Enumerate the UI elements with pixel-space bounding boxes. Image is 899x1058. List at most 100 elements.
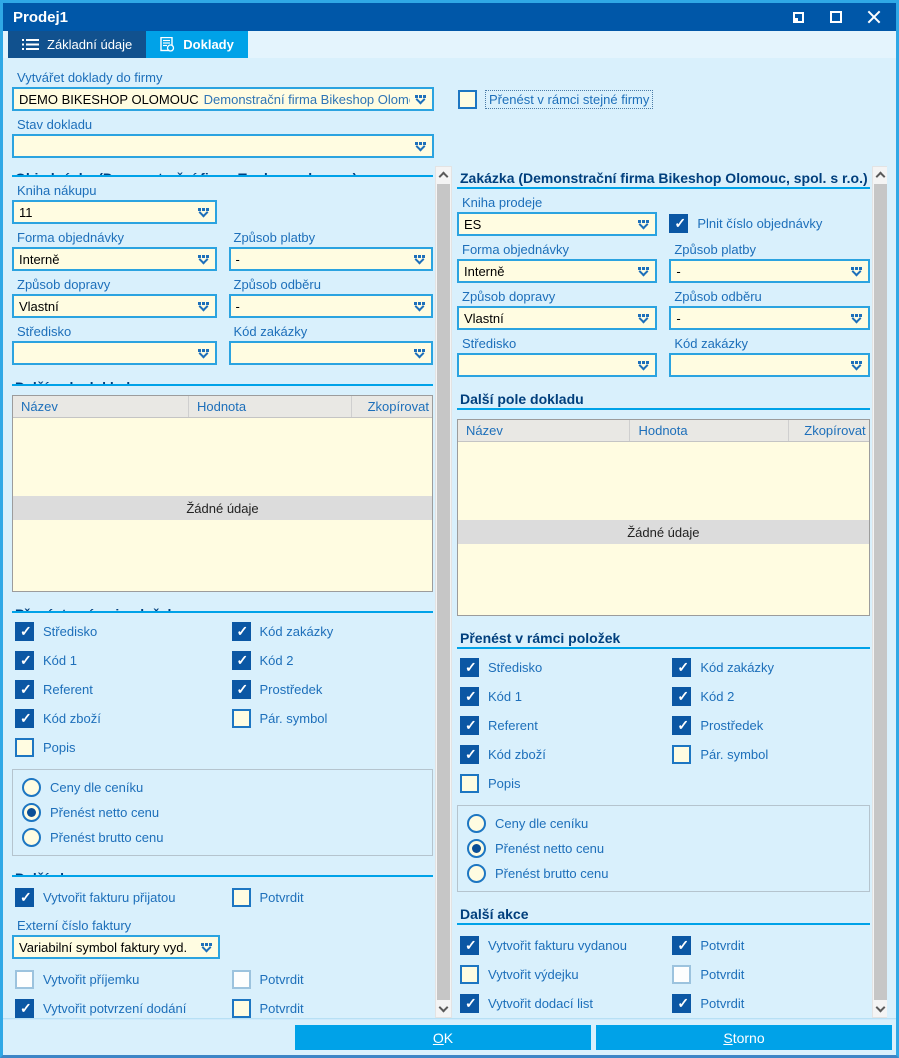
radio-label[interactable]: Přenést brutto cenu [50, 830, 164, 845]
checkbox-vytvorit-fakturu-vydanou[interactable]: Vytvořit fakturu vydanou [460, 936, 627, 955]
order-form-combo[interactable]: Interně [12, 247, 217, 271]
checkbox-label[interactable]: Přenést v rámci stejné firmy [484, 89, 654, 109]
close-button[interactable] [866, 9, 882, 25]
radio-circle[interactable] [467, 839, 486, 858]
radio-circle[interactable] [467, 864, 486, 883]
radio-prenest-netto[interactable]: Přenést netto cenu [13, 800, 432, 825]
checkbox-box[interactable] [231, 888, 251, 907]
radio-circle[interactable] [22, 778, 41, 797]
checkbox-box[interactable] [15, 622, 34, 641]
checkbox-label[interactable]: Vytvořit dodací list [488, 996, 594, 1011]
checkbox-kod-1[interactable]: Kód 1 [15, 651, 77, 670]
checkbox-box[interactable] [460, 745, 479, 764]
tab-zakladni-udaje[interactable]: Základní údaje [8, 31, 147, 58]
table-body[interactable]: Žádné údaje [458, 442, 869, 615]
checkbox-label[interactable]: Potvrdit [700, 938, 745, 953]
radio-label[interactable]: Přenést brutto cenu [495, 866, 609, 881]
checkbox-kod-zbozi[interactable]: Kód zboží [460, 745, 546, 764]
checkbox-par-symbol[interactable]: Pár. symbol [672, 745, 768, 764]
checkbox-label[interactable]: Kód 1 [488, 689, 522, 704]
scroll-down-button[interactable] [872, 1001, 887, 1017]
checkbox-label[interactable]: Kód zboží [43, 711, 101, 726]
checkbox-box[interactable] [672, 994, 692, 1013]
ext-invoice-combo[interactable]: Variabilní symbol faktury vyd. [12, 935, 220, 959]
checkbox-box[interactable] [669, 214, 689, 233]
target-firm-combo[interactable]: DEMO BIKESHOP OLOMOUC Demonstrační firma… [12, 87, 434, 111]
checkbox-label[interactable]: Popis [488, 776, 521, 791]
checkbox-label[interactable]: Vytvořit fakturu vydanou [488, 938, 627, 953]
payment-method-combo[interactable]: - [228, 247, 433, 271]
checkbox-label[interactable]: Kód 2 [259, 653, 294, 668]
checkbox-prostredek[interactable]: Prostředek [231, 680, 322, 699]
checkbox-kod-2[interactable]: Kód 2 [672, 687, 734, 706]
maximize-button[interactable] [828, 9, 844, 25]
checkbox-label[interactable]: Vytvořit výdejku [488, 967, 579, 982]
checkbox-label[interactable]: Kód zakázky [700, 660, 775, 675]
radio-label[interactable]: Ceny dle ceníku [495, 816, 589, 831]
checkbox-box[interactable] [460, 936, 479, 955]
checkbox-box[interactable] [15, 709, 34, 728]
checkbox-box[interactable] [231, 622, 251, 641]
checkbox-box[interactable] [460, 687, 479, 706]
checkbox-popis[interactable]: Popis [460, 774, 521, 793]
checkbox-kod-1[interactable]: Kód 1 [460, 687, 522, 706]
radio-circle[interactable] [22, 803, 41, 822]
scrollbar-thumb[interactable] [873, 184, 887, 1000]
ok-button[interactable]: OK [295, 1025, 591, 1050]
purchase-book-combo[interactable]: 11 [12, 200, 217, 224]
checkbox-popis[interactable]: Popis [15, 738, 76, 757]
checkbox-label[interactable]: Pár. symbol [259, 711, 328, 726]
checkbox-box[interactable] [231, 999, 251, 1018]
checkbox-label[interactable]: Vytvořit fakturu přijatou [43, 890, 176, 905]
left-column-scrollbar[interactable] [435, 166, 452, 1018]
checkbox-box[interactable] [231, 680, 251, 699]
checkbox-box[interactable] [231, 970, 251, 989]
checkbox-vytvorit-fakturu-prijatou[interactable]: Vytvořit fakturu přijatou [15, 888, 175, 907]
checkbox-box[interactable] [460, 716, 479, 735]
radio-label[interactable]: Přenést netto cenu [495, 841, 605, 856]
checkbox-box[interactable] [672, 687, 692, 706]
checkbox-box[interactable] [231, 651, 251, 670]
radio-label[interactable]: Ceny dle ceníku [50, 780, 144, 795]
checkbox-potvrdit-vydejku[interactable]: Potvrdit [672, 965, 744, 984]
scroll-up-button[interactable] [872, 167, 887, 183]
checkbox-kod-zakazky[interactable]: Kód zakázky [231, 622, 333, 641]
checkbox-plnit-cislo-objednavky[interactable]: Plnit číslo objednávky [669, 214, 822, 233]
radio-prenest-brutto[interactable]: Přenést brutto cenu [458, 861, 869, 886]
cost-center-combo[interactable] [457, 353, 658, 377]
checkbox-label[interactable]: Vytvořit příjemku [43, 972, 140, 987]
checkbox-box[interactable] [460, 994, 479, 1013]
checkbox-label[interactable]: Pár. symbol [700, 747, 769, 762]
checkbox-label[interactable]: Vytvořit potvrzení dodání [43, 1001, 187, 1016]
scroll-up-button[interactable] [436, 167, 451, 183]
radio-ceny-dle-ceniku[interactable]: Ceny dle ceníku [458, 811, 869, 836]
checkbox-kod-zakazky[interactable]: Kód zakázky [672, 658, 774, 677]
checkbox-label[interactable]: Kód 2 [700, 689, 735, 704]
checkbox-label[interactable]: Potvrdit [259, 1001, 304, 1016]
checkbox-label[interactable]: Středisko [43, 624, 98, 639]
checkbox-stredisko[interactable]: Středisko [460, 658, 542, 677]
checkbox-vytvorit-potvrzeni-dodani[interactable]: Vytvořit potvrzení dodání [15, 999, 186, 1018]
order-form-combo[interactable]: Interně [457, 259, 658, 283]
checkbox-box[interactable] [672, 716, 692, 735]
checkbox-label[interactable]: Plnit číslo objednávky [697, 216, 823, 231]
tab-doklady[interactable]: Doklady [146, 31, 248, 58]
checkbox-box[interactable] [15, 738, 34, 757]
checkbox-vytvorit-vydejku[interactable]: Vytvořit výdejku [460, 965, 579, 984]
checkbox-potvrdit-dodani[interactable]: Potvrdit [231, 999, 304, 1018]
radio-prenest-brutto[interactable]: Přenést brutto cenu [13, 825, 432, 850]
checkbox-potvrdit-fakturu[interactable]: Potvrdit [231, 888, 304, 907]
pickup-method-combo[interactable]: - [669, 306, 870, 330]
checkbox-potvrdit-dodaci-list[interactable]: Potvrdit [672, 994, 744, 1013]
checkbox-box[interactable] [460, 774, 479, 793]
checkbox-label[interactable]: Potvrdit [259, 890, 304, 905]
radio-prenest-netto[interactable]: Přenést netto cenu [458, 836, 869, 861]
checkbox-kod-2[interactable]: Kód 2 [231, 651, 294, 670]
checkbox-box[interactable] [15, 999, 34, 1018]
checkbox-label[interactable]: Kód zboží [488, 747, 546, 762]
radio-label[interactable]: Přenést netto cenu [50, 805, 160, 820]
same-firm-checkbox[interactable]: Přenést v rámci stejné firmy [458, 89, 654, 109]
checkbox-potvrdit-prijemku[interactable]: Potvrdit [231, 970, 304, 989]
checkbox-stredisko[interactable]: Středisko [15, 622, 97, 641]
radio-ceny-dle-ceniku[interactable]: Ceny dle ceníku [13, 775, 432, 800]
